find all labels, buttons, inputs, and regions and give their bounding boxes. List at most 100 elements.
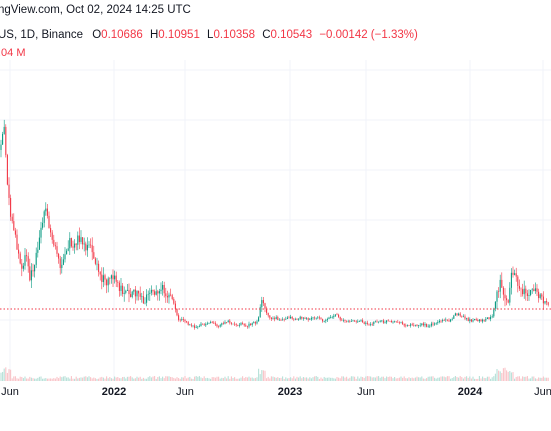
candle-body <box>136 290 138 297</box>
volume-bar <box>80 377 82 381</box>
candle-body <box>426 324 428 327</box>
volume-bar <box>262 370 264 381</box>
volume-bar <box>416 376 418 381</box>
volume-bar <box>189 376 191 381</box>
candle-body <box>504 294 506 299</box>
volume-bar <box>165 376 167 381</box>
volume-bar <box>486 376 488 381</box>
candle-body <box>483 319 485 321</box>
candle-body <box>53 239 55 246</box>
low-label: L <box>207 29 214 41</box>
volume-bar <box>472 376 474 381</box>
candle-body <box>498 291 500 293</box>
volume-bar <box>251 377 253 381</box>
volume-bar <box>350 376 352 381</box>
volume-bar <box>538 377 540 381</box>
candle-body <box>189 324 191 326</box>
candle-body <box>269 315 271 318</box>
candle-body <box>259 307 261 318</box>
candle-body <box>275 317 277 320</box>
volume-bar <box>14 376 16 381</box>
candle-body <box>104 275 106 280</box>
volume-bar <box>163 378 165 381</box>
volume-bar <box>122 377 124 381</box>
volume-bar <box>112 378 114 381</box>
volume-bar <box>2 371 4 381</box>
volume-bar <box>413 378 415 381</box>
volume-bar <box>290 377 292 381</box>
candle-body <box>502 287 504 295</box>
volume-bar <box>525 376 527 381</box>
candle-body <box>40 227 42 238</box>
volume-bar <box>195 376 197 381</box>
candle-body <box>323 321 325 322</box>
chart-grid <box>0 60 551 381</box>
volume-bar <box>272 376 274 381</box>
volume-bar <box>98 378 100 381</box>
candle-body <box>221 323 223 325</box>
volume-bar <box>0 372 2 381</box>
volume-bar <box>432 376 434 381</box>
volume-bar <box>418 377 420 381</box>
candle-body <box>430 323 432 326</box>
volume-bar <box>245 376 247 381</box>
volume-bar <box>400 376 402 381</box>
volume-bar <box>43 378 45 381</box>
volume-bar <box>320 377 322 381</box>
candle-body <box>242 323 244 324</box>
volume-bar <box>403 376 405 381</box>
candle-body <box>386 320 388 323</box>
candle-body <box>147 293 149 295</box>
volume-bar <box>477 378 479 381</box>
candle-body <box>522 289 524 295</box>
volume-bar <box>96 378 98 381</box>
candle-body <box>248 323 250 327</box>
volume-bar <box>187 377 189 381</box>
volume-bar <box>298 377 300 381</box>
volume-bar <box>266 378 268 381</box>
candle-body <box>416 324 418 326</box>
candle-body <box>339 316 341 320</box>
candle-body <box>176 308 178 316</box>
candle-body <box>126 289 128 291</box>
volume-bar <box>106 376 108 381</box>
candle-body <box>405 325 407 327</box>
x-axis: Jun 2022 Jun 2023 Jun 2024 Jun <box>1 386 551 398</box>
candle-body <box>88 244 90 246</box>
volume-bar <box>344 377 346 381</box>
volume-bar <box>144 378 146 381</box>
candle-body <box>160 289 162 292</box>
volume-bar <box>280 377 282 381</box>
volume-bar <box>205 378 207 381</box>
volume-bar <box>109 377 111 381</box>
candle-body <box>91 245 93 253</box>
volume-bar <box>51 378 53 381</box>
candle-body <box>202 323 204 325</box>
symbol-label[interactable]: US, 1D, Binance <box>0 29 84 41</box>
candle-body <box>491 316 493 317</box>
x-tick-label: Jun <box>357 386 375 398</box>
candle-body <box>408 325 410 326</box>
candle-body <box>304 317 306 319</box>
candle-body <box>85 243 87 251</box>
candle-body <box>539 294 541 299</box>
volume-bar <box>502 368 504 381</box>
volume-bar <box>218 376 220 381</box>
volume-bar <box>222 378 224 381</box>
volume-bar <box>323 376 325 381</box>
candle-body <box>341 319 343 321</box>
candle-body <box>46 208 48 216</box>
candle-body <box>360 320 362 322</box>
x-tick-label: 2024 <box>458 386 483 398</box>
volume-bar <box>229 378 231 381</box>
volume-bar <box>434 377 436 381</box>
candle-body <box>453 315 455 319</box>
candle-body <box>166 296 168 298</box>
candle-body <box>98 263 100 272</box>
candle-body <box>42 222 44 228</box>
candle-body <box>294 319 296 320</box>
candle-body <box>146 294 148 303</box>
candle-body <box>261 300 263 308</box>
candle-body <box>14 230 16 235</box>
